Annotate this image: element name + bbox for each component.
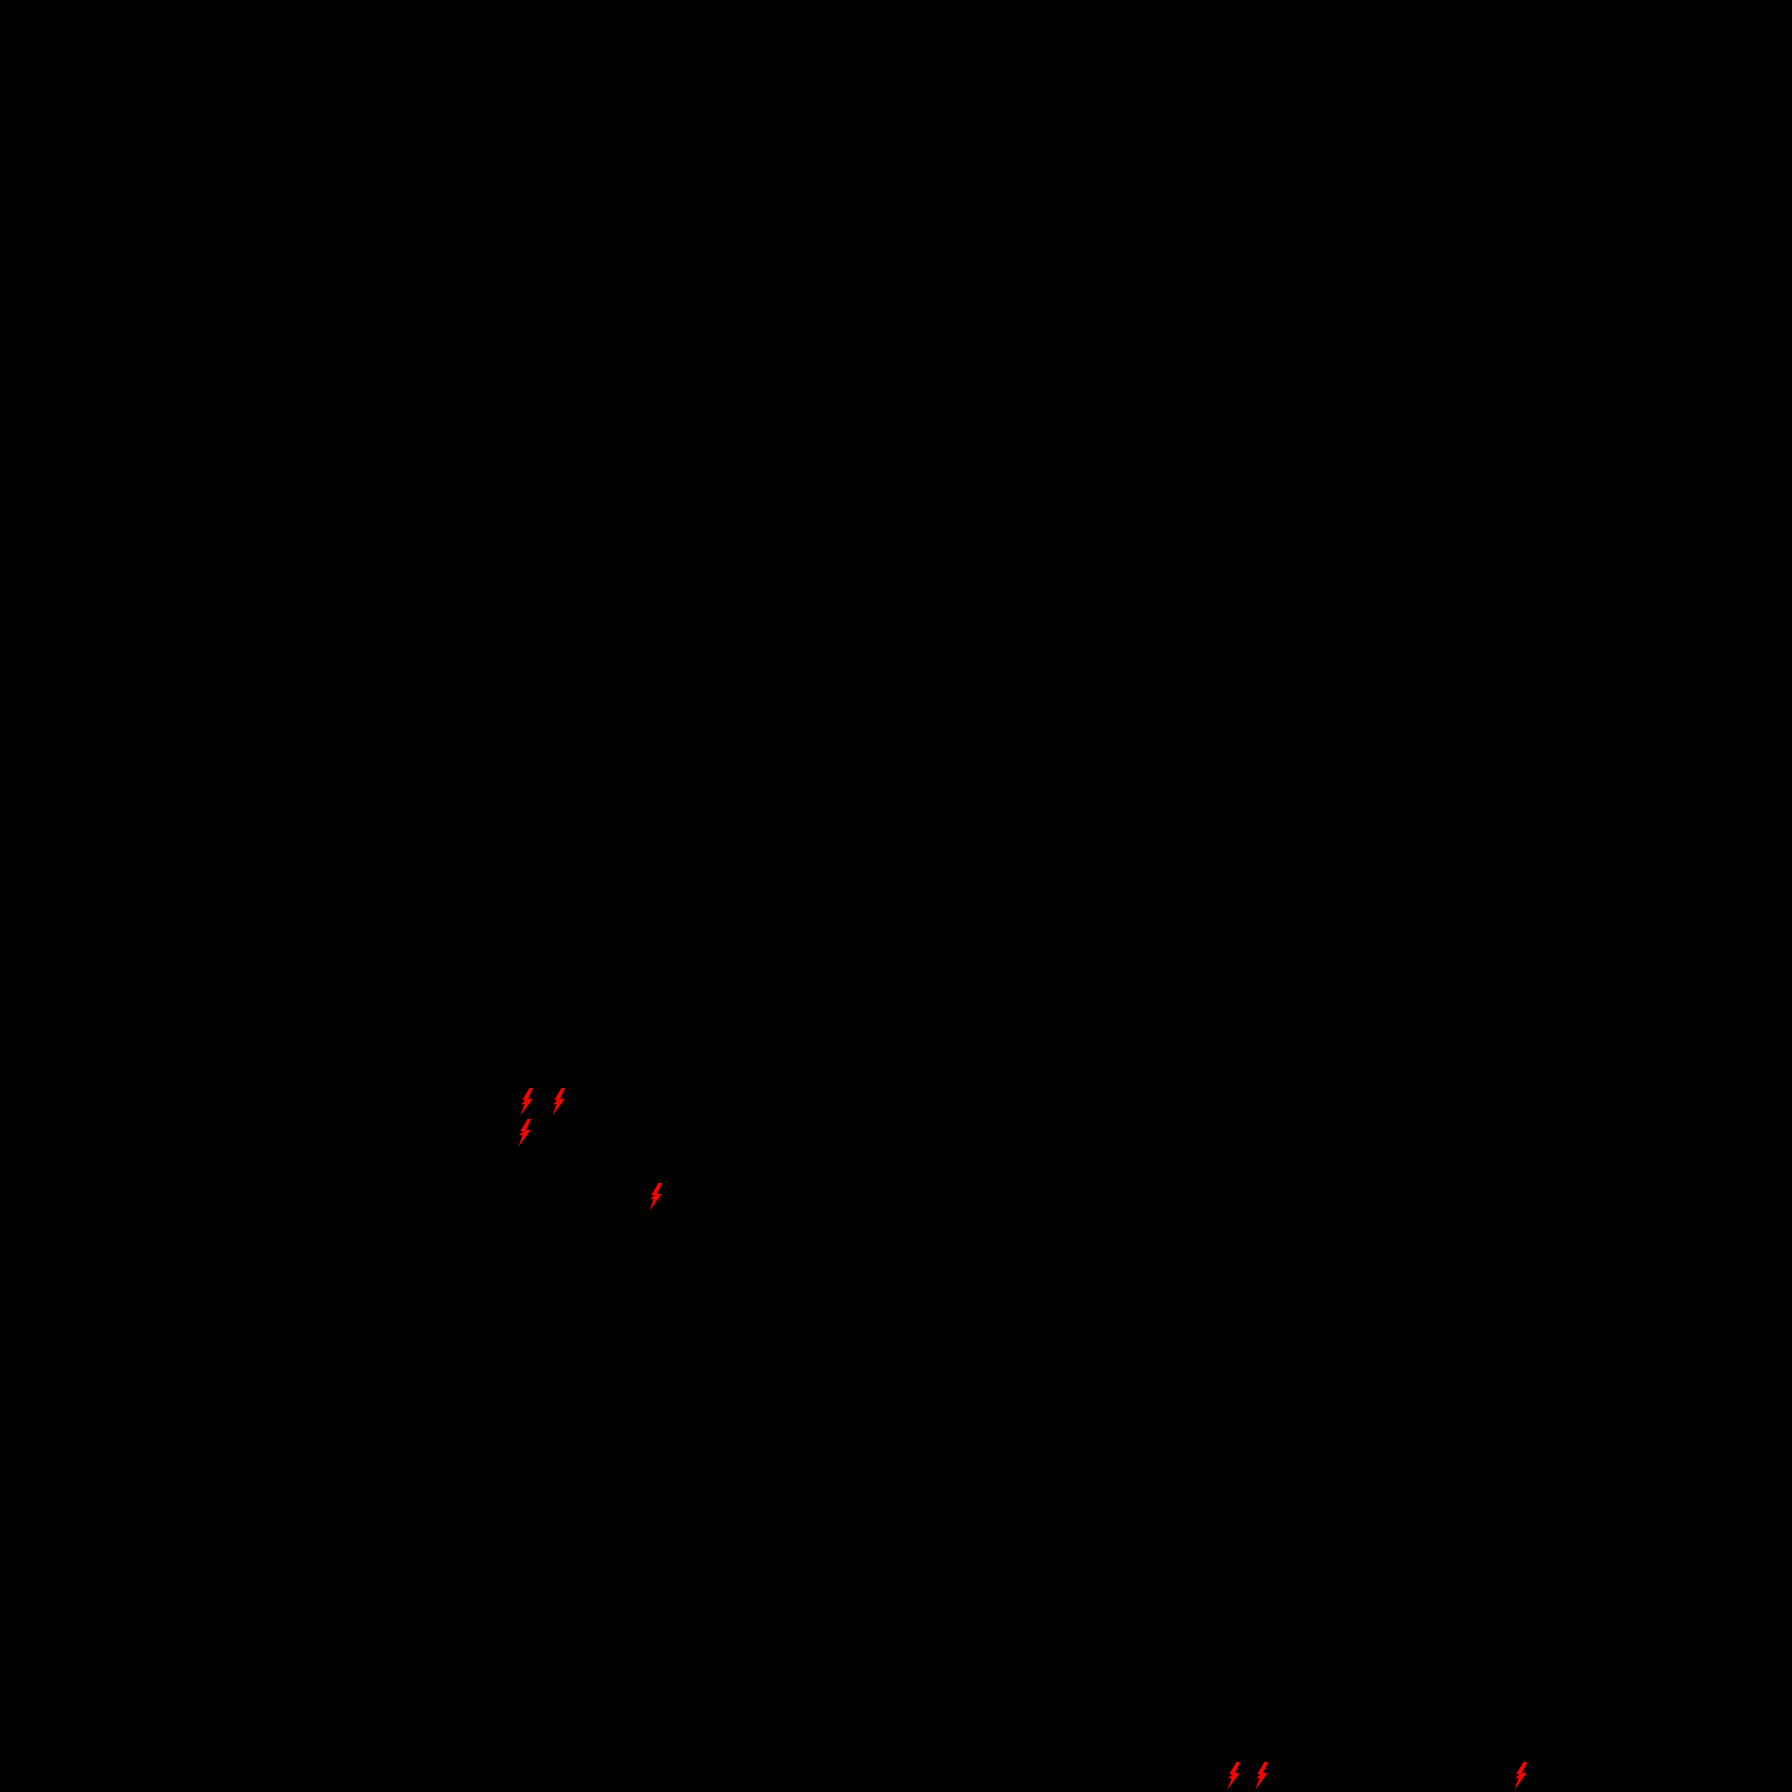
lightning-bolt-glyph	[1227, 1762, 1241, 1790]
lightning-bolt-glyph	[518, 1119, 532, 1147]
lightning-bolt-glyph	[520, 1088, 534, 1116]
lightning-bolt-icon	[552, 1088, 566, 1116]
lightning-bolt-icon	[518, 1119, 532, 1147]
lightning-bolt-glyph	[552, 1088, 566, 1116]
lightning-bolt-glyph	[1514, 1762, 1528, 1790]
lightning-bolt-icon	[1255, 1762, 1269, 1790]
lightning-bolt-icon	[1514, 1762, 1528, 1790]
lightning-bolt-glyph	[649, 1183, 663, 1211]
lightning-bolt-glyph	[1255, 1762, 1269, 1790]
lightning-bolt-icon	[520, 1088, 534, 1116]
lightning-bolt-icon	[649, 1183, 663, 1211]
lightning-bolt-icon	[1227, 1762, 1241, 1790]
